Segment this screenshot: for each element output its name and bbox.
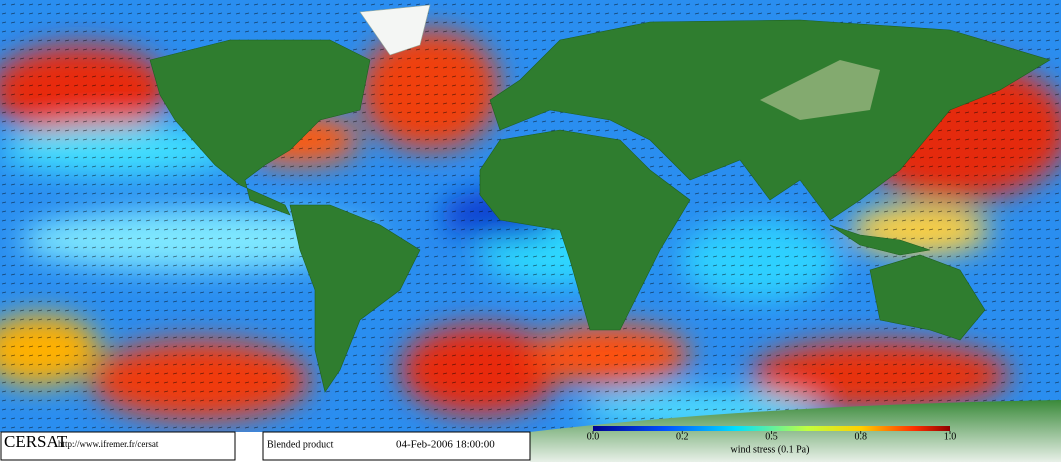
- datetime: 04-Feb-2006 18:00:00: [396, 439, 495, 451]
- product: Blended product: [267, 439, 334, 450]
- greenland: [359, 4, 431, 56]
- north-america: [149, 39, 371, 216]
- footer: CERSAT http://www.ifremer.fr/cersat Blen…: [0, 431, 531, 462]
- colorbar-tick-label: 0.8: [855, 431, 868, 442]
- colorbar: wind stress (0.1 Pa) 0.0 0.2 0.5 0.8 1.0: [587, 426, 957, 455]
- colorbar-label: wind stress (0.1 Pa): [731, 444, 810, 455]
- colorbar-tick-label: 0.2: [676, 431, 689, 442]
- url: http://www.ifremer.fr/cersat: [58, 439, 159, 449]
- info-box: [262, 431, 531, 461]
- colorbar-tick-label: 0.0: [587, 431, 600, 442]
- colorbar-tick-label: 1.0: [944, 431, 957, 442]
- logo: CERSAT: [4, 432, 68, 451]
- south-america: [289, 204, 421, 393]
- logo-box: [0, 431, 236, 461]
- tibet: [760, 60, 880, 120]
- australia: [869, 254, 986, 341]
- eurasia: [489, 19, 1051, 221]
- indonesia: [829, 224, 931, 256]
- colorbar-gradient: [593, 426, 950, 431]
- colorbar-tick-label: 0.5: [765, 431, 778, 442]
- africa: [479, 129, 691, 331]
